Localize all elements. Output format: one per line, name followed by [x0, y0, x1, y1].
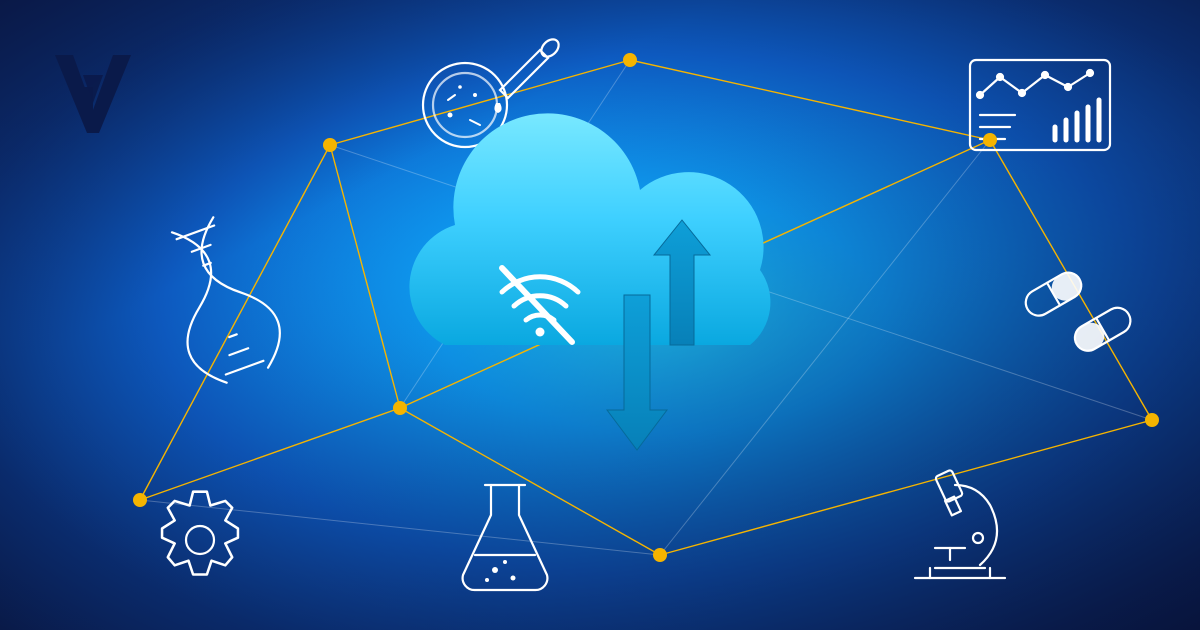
infographic-canvas — [0, 0, 1200, 630]
